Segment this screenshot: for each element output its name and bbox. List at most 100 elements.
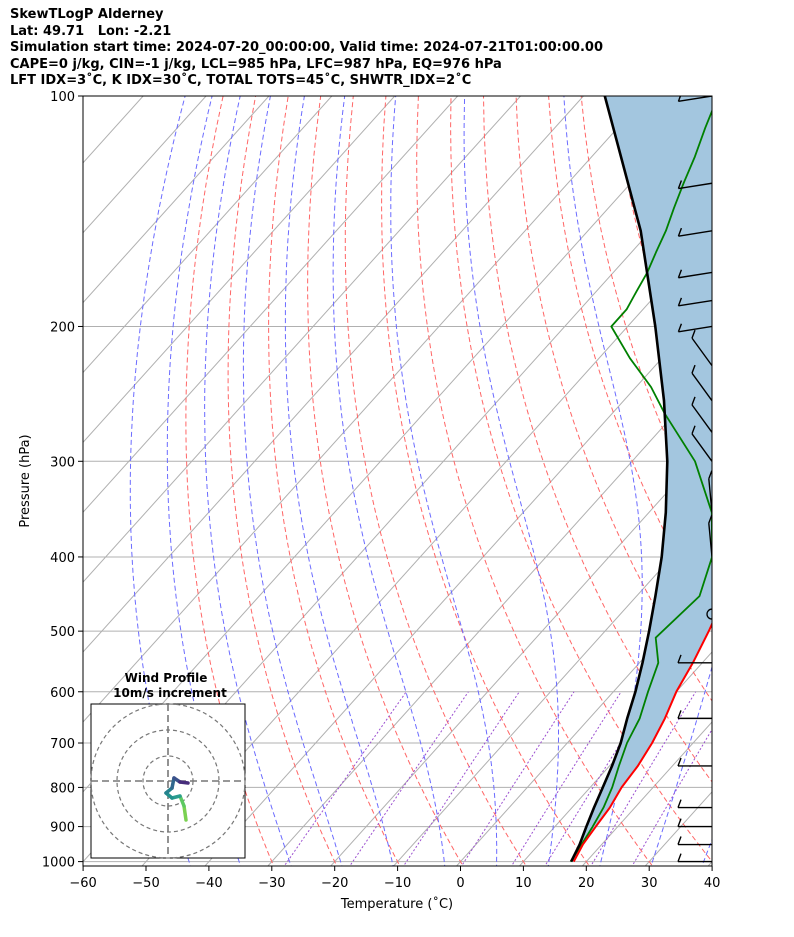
chart-title: SkewTLogP Alderney: [10, 7, 164, 22]
wind-barb-flag: [691, 396, 696, 406]
isotherm-line: [392, 511, 712, 866]
isotherm-line: [760, 96, 794, 878]
wind-barb-flag: [708, 470, 712, 479]
cin-shade-area: [571, 96, 712, 862]
hodograph-trace-segment: [178, 794, 186, 808]
dry-adiabat-line: [185, 96, 275, 866]
wind-barb: [678, 325, 712, 333]
y-tick-label: 900: [50, 821, 75, 836]
isotherm-line: [83, 96, 207, 234]
isotherm-line: [83, 96, 270, 304]
wind-barb-flag: [691, 425, 696, 435]
isotherm-line: [83, 96, 396, 444]
wind-barb: [691, 404, 712, 433]
isotherm-line: [141, 231, 712, 866]
hodograph-rings: [90, 703, 246, 859]
moist-adiabat-line: [463, 96, 559, 866]
isotherm-line: [83, 96, 459, 514]
hodograph: Wind Profile 10m/s increment: [90, 671, 246, 859]
temperature-line: [572, 621, 712, 863]
wind-barb-flag: [677, 836, 682, 845]
dry-adiabat-line: [744, 96, 794, 878]
isotherm-line: [83, 96, 521, 583]
isotherm-line: [267, 371, 712, 866]
dry-adiabat-line: [777, 96, 794, 878]
y-tick-label: 100: [50, 90, 75, 105]
mixing-ratio-line: [403, 691, 520, 866]
wind-barbs: [677, 96, 712, 863]
wind-barb-flag: [691, 329, 696, 339]
mixing-ratio-line: [510, 691, 622, 866]
dry-adiabat-line: [227, 96, 338, 866]
dry-adiabat-line: [344, 96, 527, 866]
moist-adiabat-line: [242, 96, 343, 866]
moist-adiabat-line: [563, 96, 643, 866]
mixing-ratio-line: [461, 691, 575, 866]
wind-barb-flag: [677, 227, 683, 237]
mixing-ratio-line: [631, 728, 712, 866]
x-tick-label: −50: [132, 876, 159, 891]
wind-barb: [691, 372, 712, 402]
mixing-ratio-line: [590, 691, 697, 866]
wind-barb-flag: [677, 818, 682, 827]
x-tick-label: 0: [456, 876, 464, 891]
moist-adiabat-line: [332, 96, 446, 866]
x-tick-label: 40: [704, 876, 721, 891]
moist-adiabat-line: [650, 665, 712, 866]
axis-ticks: −60 −50 −40 −30 −20 −10 0 10 20 30 40 100 200 300 400 5…: [42, 90, 720, 891]
wind-barb: [678, 96, 712, 103]
header: SkewTLogP Alderney Lat: 49.71 Lon: -2.21…: [10, 7, 603, 90]
y-axis-label: Pressure (hPa): [18, 434, 33, 527]
x-tick-label: 10: [515, 876, 532, 891]
x-tick-label: −10: [384, 876, 411, 891]
dry-adiabat-line: [416, 96, 654, 866]
wind-barb-flag: [677, 96, 682, 102]
x-axis-label: Temperature (˚C): [340, 896, 453, 912]
x-tick-label: 30: [641, 876, 658, 891]
wind-barb-flag: [677, 269, 683, 278]
y-tick-label: 200: [50, 320, 75, 335]
isotherm-line: [83, 96, 647, 723]
wind-barb-flag: [677, 757, 682, 767]
wind-barb-flag: [677, 799, 682, 808]
hodograph-subtitle: 10m/s increment: [113, 686, 227, 700]
isotherm-line: [455, 581, 712, 866]
dry-adiabat-line: [580, 96, 712, 533]
wind-barb: [678, 271, 712, 279]
mixing-ratio-line: [283, 691, 407, 866]
dewpoint-line: [569, 108, 712, 863]
wind-barb-flag: [677, 180, 683, 189]
wind-barb: [678, 182, 712, 190]
y-tick-label: 500: [50, 625, 75, 640]
indices-line-2: LFT IDX=3˚C, K IDX=30˚C, TOTAL TOTS=45˚C…: [10, 73, 472, 88]
wind-barb: [708, 523, 712, 558]
wind-barb-flag: [677, 323, 683, 333]
x-tick-label: 20: [578, 876, 595, 891]
wind-barb-flag: [708, 514, 712, 524]
wind-barb-flag: [691, 364, 696, 374]
cin-shading: [571, 96, 712, 862]
moist-adiabat-line: [204, 96, 292, 866]
wind-barb: [691, 337, 712, 367]
wind-barb-flag: [677, 853, 682, 862]
dry-adiabat-line: [307, 96, 464, 866]
isotherm-line: [204, 301, 712, 866]
hodograph-trace-segment: [182, 804, 188, 822]
wind-barb-flag: [677, 654, 682, 664]
x-tick-label: −60: [69, 876, 96, 891]
calm-wind-circle: [706, 608, 712, 620]
y-tick-label: 1000: [42, 856, 75, 871]
dry-adiabat-line: [268, 96, 401, 866]
dry-adiabat-line: [450, 96, 712, 863]
profile-series: [569, 96, 712, 863]
y-tick-label: 300: [50, 455, 75, 470]
y-tick-label: 400: [50, 551, 75, 566]
wind-barb: [678, 230, 712, 237]
x-tick-label: −30: [258, 876, 285, 891]
isotherm-line: [83, 96, 333, 374]
location-line: Lat: 49.71 Lon: -2.21: [10, 23, 172, 39]
moist-adiabat-line: [390, 96, 498, 866]
y-tick-label: 700: [50, 737, 75, 752]
wind-barb-flag: [677, 297, 683, 307]
moist-adiabat-line: [284, 96, 394, 866]
